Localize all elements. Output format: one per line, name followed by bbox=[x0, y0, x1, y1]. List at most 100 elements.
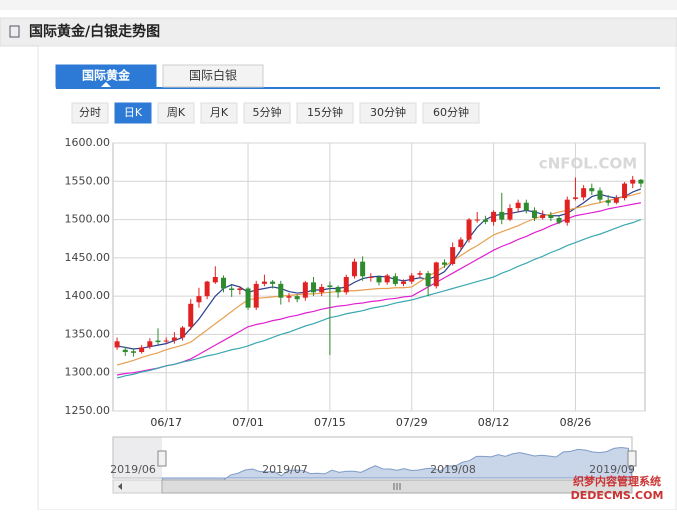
candle-body bbox=[572, 197, 578, 199]
candle-body bbox=[589, 188, 595, 192]
candle-body bbox=[540, 214, 546, 219]
period-label[interactable]: 15分钟 bbox=[307, 105, 343, 119]
y-tick-label: 1400.00 bbox=[65, 289, 111, 302]
candle-body bbox=[613, 198, 619, 203]
period-button[interactable] bbox=[200, 102, 238, 124]
candle-body bbox=[532, 210, 538, 219]
candle-body bbox=[204, 281, 210, 297]
period-button[interactable] bbox=[114, 102, 152, 124]
candle-body bbox=[368, 277, 374, 278]
candle-body bbox=[450, 247, 456, 264]
period-button[interactable] bbox=[359, 102, 417, 124]
candle-body bbox=[147, 341, 153, 347]
candle-body bbox=[286, 296, 292, 298]
navigator-label: 2019/08 bbox=[430, 463, 476, 476]
y-tick-label: 1600.00 bbox=[65, 136, 111, 149]
candle-body bbox=[564, 199, 570, 223]
navigator-label: 2019/09 bbox=[589, 463, 635, 476]
candle-body bbox=[311, 282, 317, 293]
candle-body bbox=[196, 296, 202, 303]
ma-line bbox=[116, 219, 642, 379]
period-button[interactable] bbox=[422, 102, 480, 124]
candle-body bbox=[433, 262, 439, 287]
period-button[interactable] bbox=[296, 102, 354, 124]
candle-body bbox=[441, 262, 447, 265]
candle-body bbox=[605, 200, 611, 203]
navigator-handle[interactable] bbox=[157, 450, 167, 467]
navigator-label: 2019/07 bbox=[262, 463, 308, 476]
y-tick-label: 1250.00 bbox=[65, 404, 111, 417]
candle-body bbox=[630, 179, 636, 184]
header-title: 国际黄金/白银走势图 bbox=[29, 23, 160, 40]
candle-body bbox=[523, 202, 529, 211]
candle-body bbox=[376, 277, 382, 283]
navigator-area bbox=[161, 447, 633, 487]
candle-body bbox=[253, 283, 259, 308]
candle-body bbox=[425, 273, 431, 287]
candle-body bbox=[278, 283, 284, 298]
y-tick-label: 1550.00 bbox=[65, 174, 111, 187]
period-label[interactable]: 分时 bbox=[79, 106, 101, 119]
x-tick-label: 06/17 bbox=[150, 416, 182, 429]
candle-body bbox=[220, 277, 226, 289]
footer-watermark: 织梦内容管理系统 bbox=[573, 474, 661, 488]
ma-line bbox=[116, 202, 642, 376]
candle-body bbox=[622, 183, 628, 199]
period-button[interactable] bbox=[71, 102, 109, 124]
navigator-label: 2019/06 bbox=[110, 463, 156, 476]
candle-body bbox=[507, 208, 513, 220]
candle-body bbox=[466, 219, 472, 240]
candle-body bbox=[482, 219, 488, 222]
tab-pointer bbox=[101, 82, 111, 87]
period-button[interactable] bbox=[157, 102, 195, 124]
navigator-mask bbox=[113, 437, 162, 478]
candle-body bbox=[392, 276, 398, 284]
period-label[interactable]: 日K bbox=[124, 106, 143, 119]
candle-body bbox=[212, 277, 218, 283]
candle-body bbox=[302, 282, 308, 298]
tab-label[interactable]: 国际白银 bbox=[189, 68, 237, 83]
period-label[interactable]: 月K bbox=[210, 106, 229, 119]
scrollbar-arrow bbox=[118, 483, 122, 490]
watermark: cNFOL.COM bbox=[539, 155, 637, 173]
candle-body bbox=[351, 261, 357, 277]
footer-watermark: DEDECMS.COM bbox=[571, 489, 664, 502]
candle-body bbox=[237, 288, 243, 291]
x-tick-label: 07/29 bbox=[396, 416, 428, 429]
navigator-handle[interactable] bbox=[627, 450, 637, 467]
ma-line bbox=[116, 192, 642, 366]
candle-body bbox=[319, 286, 325, 293]
period-label[interactable]: 60分钟 bbox=[433, 105, 469, 119]
y-tick-label: 1450.00 bbox=[65, 251, 111, 264]
candle-body bbox=[139, 347, 145, 353]
candle-body bbox=[188, 303, 194, 327]
period-label[interactable]: 30分钟 bbox=[370, 105, 406, 119]
x-tick-label: 08/12 bbox=[478, 416, 510, 429]
candle-body bbox=[556, 218, 562, 223]
candle-body bbox=[270, 281, 276, 284]
candle-body bbox=[335, 286, 341, 293]
candle-body bbox=[343, 277, 349, 293]
candle-body bbox=[261, 281, 267, 284]
period-label[interactable]: 周K bbox=[167, 106, 186, 119]
y-tick-label: 1350.00 bbox=[65, 327, 111, 340]
tab[interactable] bbox=[162, 64, 264, 88]
candle-body bbox=[155, 340, 161, 343]
tab-label[interactable]: 国际黄金 bbox=[82, 68, 131, 83]
y-tick-label: 1300.00 bbox=[65, 366, 111, 379]
candle-body bbox=[499, 211, 505, 220]
header-icon bbox=[9, 25, 20, 38]
candle-body bbox=[171, 337, 177, 341]
x-tick-label: 08/26 bbox=[560, 416, 592, 429]
candle-body bbox=[597, 190, 603, 200]
candle-body bbox=[401, 281, 407, 284]
candle-body bbox=[327, 285, 333, 287]
candle-body bbox=[130, 351, 136, 353]
period-button[interactable] bbox=[243, 102, 291, 124]
candle-body bbox=[491, 211, 497, 222]
candle-body bbox=[122, 349, 128, 353]
top-strip bbox=[0, 0, 677, 10]
candle-body bbox=[384, 275, 390, 283]
period-label[interactable]: 5分钟 bbox=[253, 105, 282, 119]
